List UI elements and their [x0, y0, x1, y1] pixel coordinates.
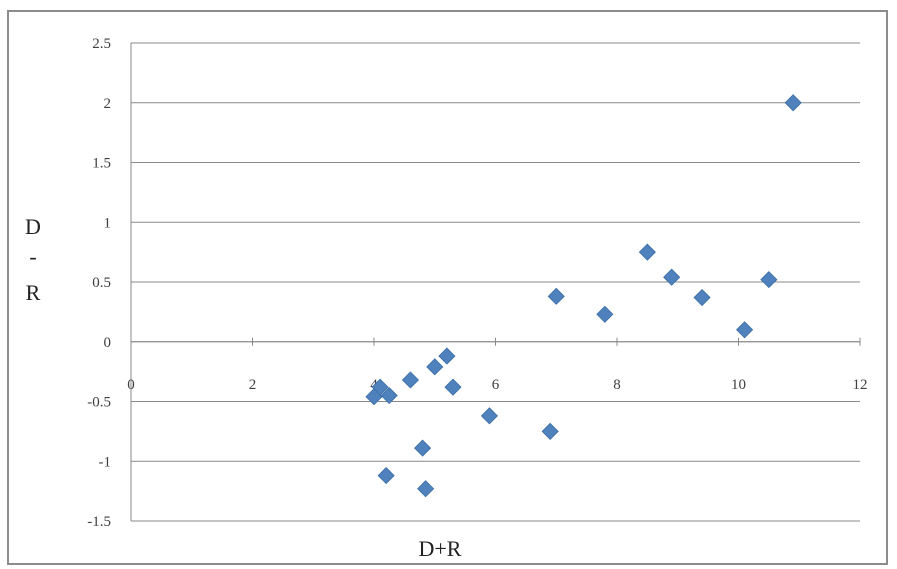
data-point	[547, 287, 565, 305]
y-tick-label: -0.5	[87, 395, 111, 411]
x-tick-label: 0	[127, 377, 135, 393]
y-tick-label: 0.5	[92, 275, 111, 291]
data-point	[426, 358, 444, 376]
data-point	[638, 243, 656, 261]
data-point	[693, 288, 711, 307]
data-point	[541, 422, 559, 440]
x-tick-label: 10	[731, 377, 746, 393]
y-tick-label: 0	[104, 335, 112, 351]
data-point	[760, 271, 778, 289]
data-point	[663, 268, 681, 286]
y-axis-title-line-2: -	[29, 244, 36, 269]
data-point	[414, 439, 432, 457]
x-tick-label: 6	[492, 377, 500, 393]
y-axis-title-line-1: D	[25, 214, 41, 239]
data-point	[444, 378, 462, 396]
axes	[130, 43, 861, 521]
y-tick-label: 2.5	[92, 36, 111, 52]
data-point	[480, 407, 498, 425]
data-point	[377, 467, 395, 485]
x-tick-label: 2	[249, 377, 257, 393]
x-tick-label: 8	[613, 377, 621, 393]
y-tick-label: -1	[99, 454, 112, 470]
data-point	[736, 321, 754, 339]
gridlines	[131, 42, 860, 522]
data-point	[784, 94, 802, 112]
y-axis-title-line-3: R	[26, 280, 41, 305]
data-point	[365, 388, 383, 406]
data-point	[417, 480, 435, 498]
data-point	[380, 386, 398, 405]
data-point	[596, 305, 614, 323]
data-points	[365, 94, 802, 498]
x-axis-title: D+R	[419, 536, 462, 561]
y-tick-label: 1	[104, 215, 112, 231]
data-point	[438, 347, 456, 365]
x-tick-label: 12	[853, 377, 868, 393]
data-point	[401, 371, 420, 389]
x-tick-labels: 024681012	[127, 377, 867, 393]
y-tick-labels: 2.5 2 1.5 1 0.5 0 -0.5 -1 -1.5	[87, 36, 111, 530]
y-tick-label: -1.5	[87, 514, 111, 530]
y-tick-label: 2	[104, 96, 112, 112]
y-tick-label: 1.5	[92, 156, 111, 172]
